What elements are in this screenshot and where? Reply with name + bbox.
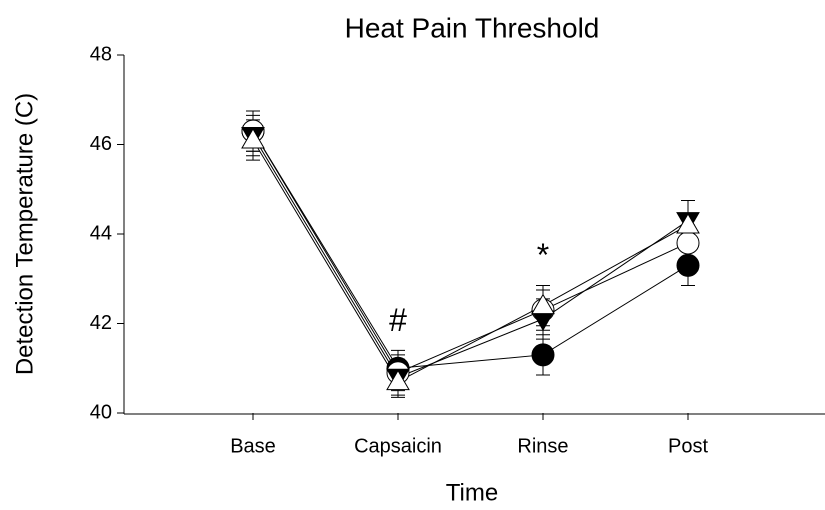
marker <box>531 343 555 367</box>
x-tick-label: Capsaicin <box>354 435 442 457</box>
y-tick-label: 48 <box>90 43 112 65</box>
y-tick-label: 42 <box>90 312 112 334</box>
chart-title: Heat Pain Threshold <box>345 12 600 43</box>
marker <box>676 213 700 234</box>
marker <box>241 128 265 149</box>
y-tick-label: 40 <box>90 401 112 423</box>
x-tick-label: Post <box>668 435 708 457</box>
annotation: # <box>389 302 407 338</box>
x-axis-label: Time <box>446 479 498 506</box>
marker <box>386 369 410 391</box>
y-tick-label: 44 <box>90 222 112 244</box>
y-tick-label: 46 <box>90 133 112 155</box>
annotation: * <box>537 237 549 273</box>
marker <box>676 253 700 277</box>
x-tick-label: Base <box>230 435 276 457</box>
series-line <box>252 130 689 374</box>
series-line <box>252 135 689 378</box>
x-tick-label: Rinse <box>517 435 568 457</box>
y-axis-label: Detection Temperature (C) <box>11 93 38 375</box>
series-line <box>252 139 689 383</box>
series-line <box>252 130 689 369</box>
marker <box>531 293 555 315</box>
marker <box>676 231 700 255</box>
